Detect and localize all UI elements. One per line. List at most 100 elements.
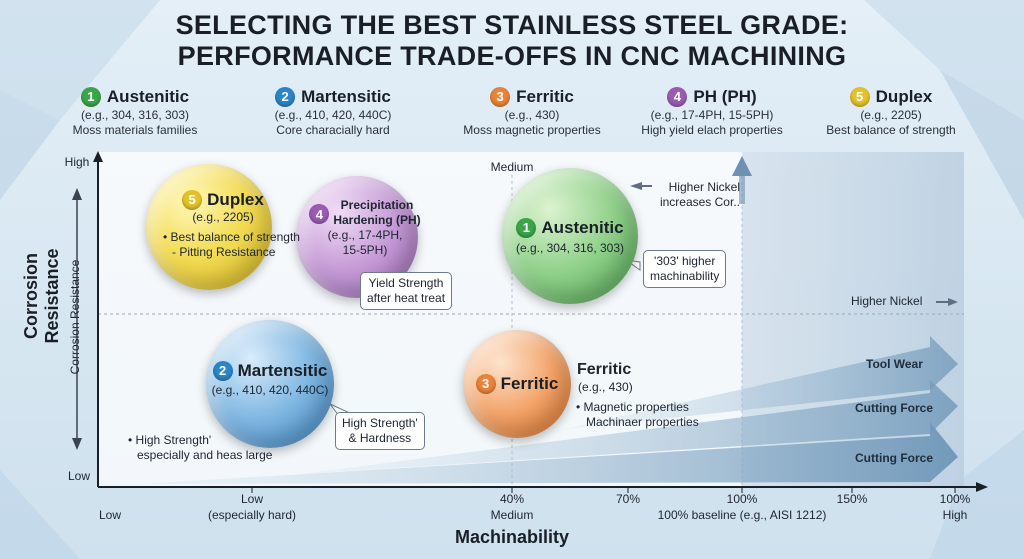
duplex-bullet-2: - Pitting Resistance <box>172 245 276 259</box>
x-tick-label-top: 40% <box>499 492 525 506</box>
higher-nickel-line2: increases Cor.. <box>659 195 740 209</box>
callout-line1: Yield Strength <box>368 276 444 290</box>
ph-bubble-text: 4 Precipitation Hardening (PH) (e.g., 17… <box>300 198 430 258</box>
bubble-examples: (e.g., 17-4PH, <box>327 228 403 242</box>
bubble-name: Duplex <box>207 190 264 209</box>
number-badge-icon: 4 <box>667 87 688 107</box>
y-axis-title: Corrosion Resistance <box>21 248 62 344</box>
ferritic-side-bullet-2: Machinaer properties <box>586 415 699 429</box>
x-tick-label-bottom: (especially hard) <box>207 508 297 522</box>
bubble-examples: (e.g., 304, 316, 303) <box>515 241 625 255</box>
cutting-force-label-upper: Cutting Force <box>855 401 933 415</box>
number-badge-icon: 2 <box>275 87 296 107</box>
bubble-name: Hardening (PH) <box>333 213 421 227</box>
up-arrow-icon <box>732 156 752 176</box>
legend-desc: Core characially hard <box>276 123 390 137</box>
wedge-tool-wear <box>560 336 958 430</box>
legend-name: Ferritic <box>516 87 574 106</box>
callout-line1: '303' higher <box>654 254 716 268</box>
y-tick-high: High <box>64 155 90 169</box>
bubble-examples: 15-5PH) <box>342 243 388 257</box>
ph-yield-callout: Yield Strength after heat treat <box>360 272 453 310</box>
cutting-force-label-lower: Cutting Force <box>855 451 933 465</box>
higher-nickel-line1: Higher Nickel <box>668 180 740 194</box>
wedge-cutting-force-lower <box>140 422 958 484</box>
x-tick-label-top: 70% <box>615 492 641 506</box>
legend-desc: Moss materials families <box>72 123 198 137</box>
ferritic-bubble-text: 3 Ferritic <box>463 374 571 394</box>
x-axis-arrow-icon <box>976 482 988 492</box>
legend-duplex: 5 Duplex (e.g., 2205) Best balance of str… <box>796 86 986 138</box>
number-badge-icon: 5 <box>849 87 870 107</box>
bubble-name: Ferritic <box>500 374 559 393</box>
duplex-bullet-1: • Best balance of strength <box>163 230 300 244</box>
up-arrow-shaft <box>739 174 745 204</box>
x-tick-label-bottom: Medium <box>490 508 534 522</box>
x-axis-title: Machinability <box>454 527 570 547</box>
legend-desc: Moss magnetic properties <box>463 123 601 137</box>
legend-examples: (e.g., 430) <box>504 108 560 122</box>
y-axis-inner-label: Corrosion Resistance <box>68 259 82 375</box>
number-badge-icon: 3 <box>475 374 496 394</box>
medium-label: Medium <box>490 160 534 174</box>
left-arrow-icon <box>630 182 642 190</box>
legend-name: Austenitic <box>106 87 190 106</box>
bubble-examples: (e.g., 410, 420, 440C) <box>211 383 329 397</box>
page-title-line1: SELECTING THE BEST STAINLESS STEEL GRADE… <box>175 10 849 40</box>
tool-wear-label: Tool Wear <box>866 357 923 371</box>
y-axis-arrow-icon <box>93 151 103 162</box>
austenitic-bubble-text: 1 Austenitic (e.g., 304, 316, 303) <box>500 218 640 256</box>
number-badge-icon: 4 <box>309 204 330 224</box>
martensitic-bubble <box>206 320 334 448</box>
higher-nickel-note: Higher Nickel <box>851 294 923 308</box>
legend-examples: (e.g., 2205) <box>860 108 922 122</box>
martensitic-strength-callout: High Strength' & Hardness <box>335 412 425 450</box>
legend-martensitic: 2 Martensitic (e.g., 410, 420, 440C) Core… <box>238 86 428 138</box>
legend-austenitic: 1 Austenitic (e.g., 304, 316, 303) Moss m… <box>40 86 230 138</box>
legend-name: PH (PH) <box>693 87 757 106</box>
number-badge-icon: 1 <box>80 87 101 107</box>
bubble-examples: (e.g., 2205) <box>192 210 254 224</box>
x-tick-label-top: 150% <box>836 492 868 506</box>
right-arrow-icon <box>948 298 958 306</box>
ferritic-side-bullet-1: • Magnetic properties <box>576 400 689 414</box>
legend-desc: High yield elach properties <box>641 123 783 137</box>
martensitic-note-2: especially and heas large <box>137 448 273 462</box>
duplex-bubble <box>146 164 272 290</box>
callout-line2: & Hardness <box>348 431 412 445</box>
x-tick-label-bottom: 100% baseline (e.g., AISI 1212) <box>657 508 827 522</box>
x-tick-label-top: 100% <box>939 492 971 506</box>
higher-nickel-cor-note: Higher Nickel increases Cor.. <box>650 180 740 210</box>
number-badge-icon: 1 <box>516 218 537 238</box>
legend-examples: (e.g., 17-4PH, 15-5PH) <box>650 108 774 122</box>
bubble-name: Precipitation <box>340 198 414 212</box>
legend-name: Duplex <box>875 87 933 106</box>
x-tick-label-bottom: Low <box>98 508 121 522</box>
legend-ferritic: 3 Ferritic (e.g., 430) Moss magnetic prop… <box>437 86 627 138</box>
number-badge-icon: 3 <box>490 87 511 107</box>
callout-line1: High Strength' <box>342 416 418 430</box>
austenitic-303-callout: '303' higher machinability <box>643 250 727 288</box>
number-badge-icon: 2 <box>212 361 233 381</box>
callout-line2: machinability <box>650 269 720 283</box>
y-tick-low: Low <box>67 469 90 483</box>
number-badge-icon: 5 <box>182 190 203 210</box>
legend-name: Martensitic <box>301 87 391 106</box>
legend-ph: 4 PH (PH) (e.g., 17-4PH, 15-5PH) High yie… <box>617 86 807 138</box>
legend-examples: (e.g., 410, 420, 440C) <box>274 108 392 122</box>
bubble-name: Austenitic <box>541 218 624 237</box>
ferritic-side-name: Ferritic <box>577 361 632 378</box>
martensitic-bubble-text: 2 Martensitic (e.g., 410, 420, 440C) <box>200 361 340 398</box>
ferritic-side-examples: (e.g., 430) <box>578 380 633 394</box>
callout-line2: after heat treat <box>367 291 446 305</box>
x-tick-label-bottom: High <box>942 508 968 522</box>
martensitic-note-1: • High Strength' <box>128 433 212 447</box>
page-title-line2: PERFORMANCE TRADE-OFFS IN CNC MACHINING <box>177 41 847 71</box>
duplex-bubble-text: 5 Duplex (e.g., 2205) <box>148 190 298 225</box>
inner-y-arrow-up-icon <box>72 188 82 200</box>
bubble-name: Martensitic <box>237 361 328 380</box>
x-tick-label-top: Low <box>240 492 263 506</box>
legend-desc: Best balance of strength <box>826 123 956 137</box>
